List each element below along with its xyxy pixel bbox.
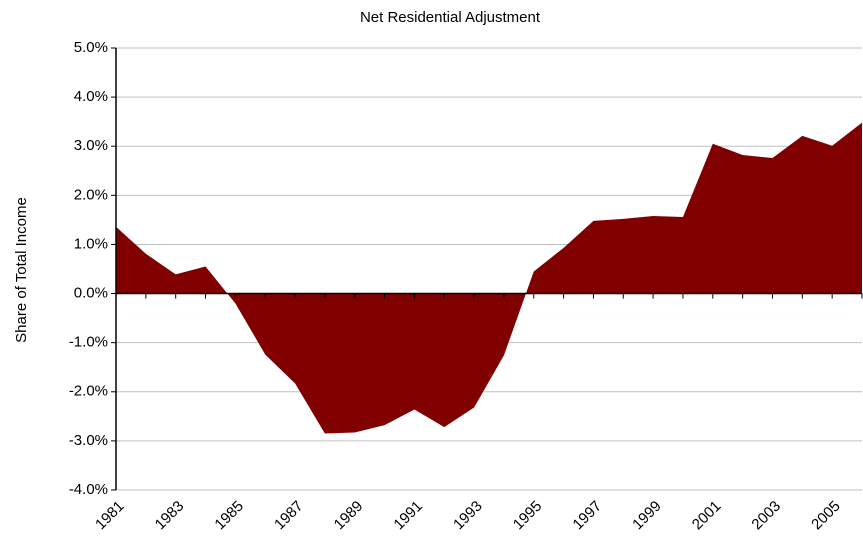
y-tick-label: -1.0% xyxy=(69,334,108,351)
y-tick-label: 5.0% xyxy=(74,39,108,56)
y-axis-label: Share of Total Income xyxy=(13,197,30,343)
x-tick-label: 1999 xyxy=(629,498,665,534)
x-tick-label: 1981 xyxy=(92,498,128,534)
chart-title: Net Residential Adjustment xyxy=(360,9,541,26)
x-tick-label: 1989 xyxy=(331,498,367,534)
y-tick-label: -4.0% xyxy=(69,481,108,498)
y-tick-label: 0.0% xyxy=(74,285,108,302)
x-tick-label: 1983 xyxy=(152,498,188,534)
x-tick-label: 1985 xyxy=(211,498,247,534)
x-tick-label: 1995 xyxy=(510,498,546,534)
x-tick-label: 1997 xyxy=(569,498,605,534)
y-tick-label: 1.0% xyxy=(74,235,108,252)
x-tick-label: 2003 xyxy=(748,498,784,534)
y-tick-label: 3.0% xyxy=(74,137,108,154)
y-tick-label: -2.0% xyxy=(69,383,108,400)
x-tick-label: 1987 xyxy=(271,498,307,534)
y-tick-label: 2.0% xyxy=(74,186,108,203)
x-tick-label: 1993 xyxy=(450,498,486,534)
y-tick-label: -3.0% xyxy=(69,432,108,449)
y-tick-label: 4.0% xyxy=(74,88,108,105)
x-tick-label: 1991 xyxy=(390,498,426,534)
x-tick-label: 2001 xyxy=(689,498,725,534)
area xyxy=(116,122,862,434)
x-tick-label: 2005 xyxy=(808,498,844,534)
